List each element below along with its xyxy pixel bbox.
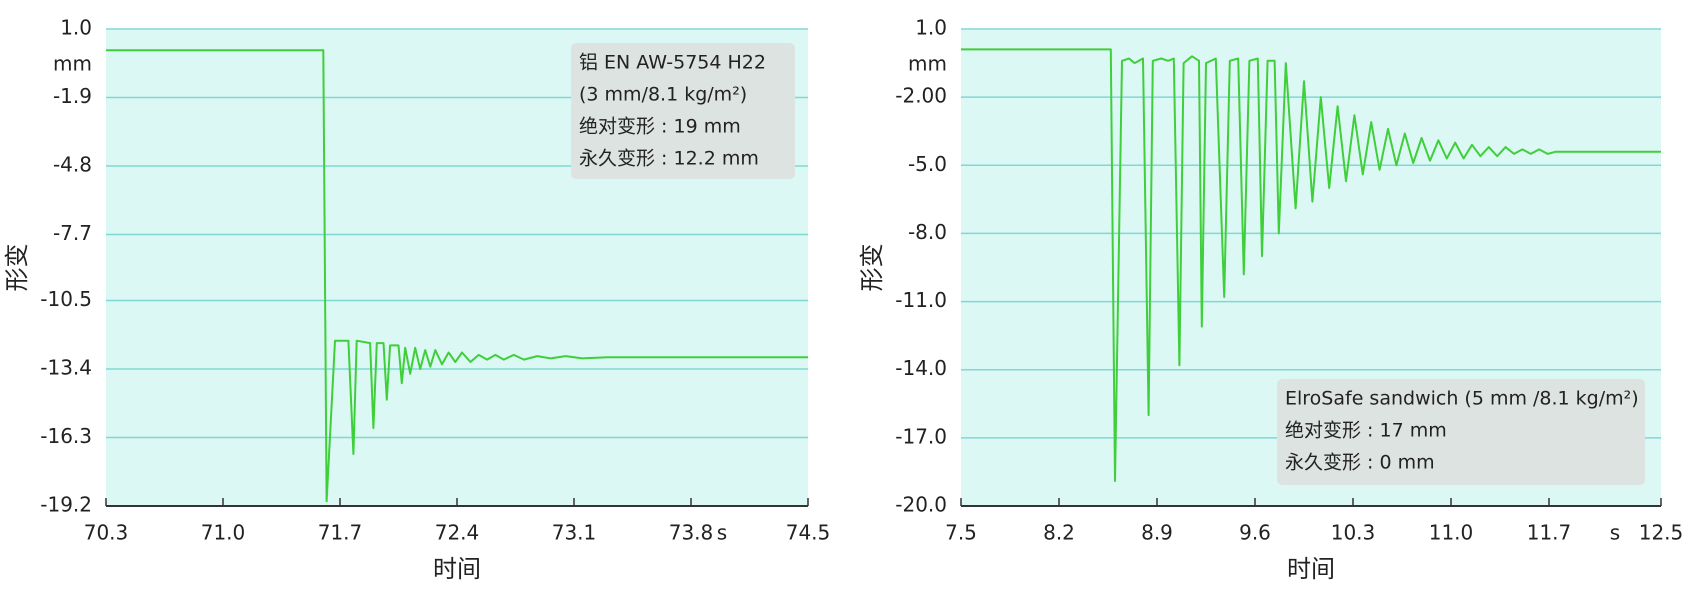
x-tick-label: 12.5 xyxy=(1639,521,1684,545)
annotation-line: 铝 EN AW-5754 H22 xyxy=(579,52,766,74)
annotation-line: ElroSafe sandwich (5 mm /8.1 kg/m²) xyxy=(1285,388,1639,410)
x-tick-label: 10.3 xyxy=(1331,521,1376,545)
y-unit: mm xyxy=(53,52,92,76)
x-tick-label: 11.7 xyxy=(1527,521,1572,545)
x-unit: s xyxy=(1610,521,1620,545)
x-tick-label: 7.5 xyxy=(945,521,977,545)
x-tick-label: 70.3 xyxy=(84,521,129,545)
y-tick-label: 1.0 xyxy=(915,16,947,40)
y-tick-label: -4.8 xyxy=(53,152,92,176)
x-tick-label: 72.4 xyxy=(435,521,480,545)
y-tick-label: -19.2 xyxy=(40,493,92,517)
y-tick-label: -20.0 xyxy=(895,493,947,517)
data-line xyxy=(106,49,808,503)
annotation-box xyxy=(571,43,795,179)
annotation-line: (3 mm/8.1 kg/m²) xyxy=(579,84,747,106)
y-tick-label: -16.3 xyxy=(40,424,92,448)
x-tick-label: 74.5 xyxy=(786,521,831,545)
y-axis-title: 形变 xyxy=(858,244,886,292)
data-line xyxy=(961,48,1661,482)
x-tick-label: 8.9 xyxy=(1141,521,1173,545)
x-tick-label: 9.6 xyxy=(1239,521,1271,545)
y-axis-title: 形变 xyxy=(3,244,31,292)
annotation-line: 绝对变形 : 19 mm xyxy=(579,116,741,138)
x-tick-label: 73.8 xyxy=(669,521,714,545)
annotation-line: 永久变形 : 0 mm xyxy=(1285,452,1435,474)
y-tick-label: -17.0 xyxy=(895,424,947,448)
annotation-box xyxy=(1277,379,1645,485)
y-tick-label: -5.0 xyxy=(908,152,947,176)
y-tick-label: 1.0 xyxy=(60,16,92,40)
y-tick-label: -2.00 xyxy=(895,84,947,108)
x-axis-title: 时间 xyxy=(433,555,481,583)
x-tick-label: 8.2 xyxy=(1043,521,1075,545)
y-tick-label: -7.7 xyxy=(53,221,92,245)
y-tick-label: -1.9 xyxy=(53,84,92,108)
y-tick-label: -14.0 xyxy=(895,356,947,380)
x-unit: s xyxy=(717,521,727,545)
y-tick-label: -8.0 xyxy=(908,220,947,244)
x-tick-label: 11.0 xyxy=(1429,521,1474,545)
y-tick-label: -11.0 xyxy=(895,288,947,312)
y-tick-label: -13.4 xyxy=(40,356,92,380)
x-axis-title: 时间 xyxy=(1287,555,1335,583)
x-tick-label: 71.0 xyxy=(201,521,246,545)
x-tick-label: 71.7 xyxy=(318,521,363,545)
y-tick-label: -10.5 xyxy=(40,287,92,311)
x-tick-label: 73.1 xyxy=(552,521,597,545)
annotation-line: 永久变形 : 12.2 mm xyxy=(579,148,759,170)
y-unit: mm xyxy=(908,52,947,76)
annotation-line: 绝对变形 : 17 mm xyxy=(1285,420,1447,442)
